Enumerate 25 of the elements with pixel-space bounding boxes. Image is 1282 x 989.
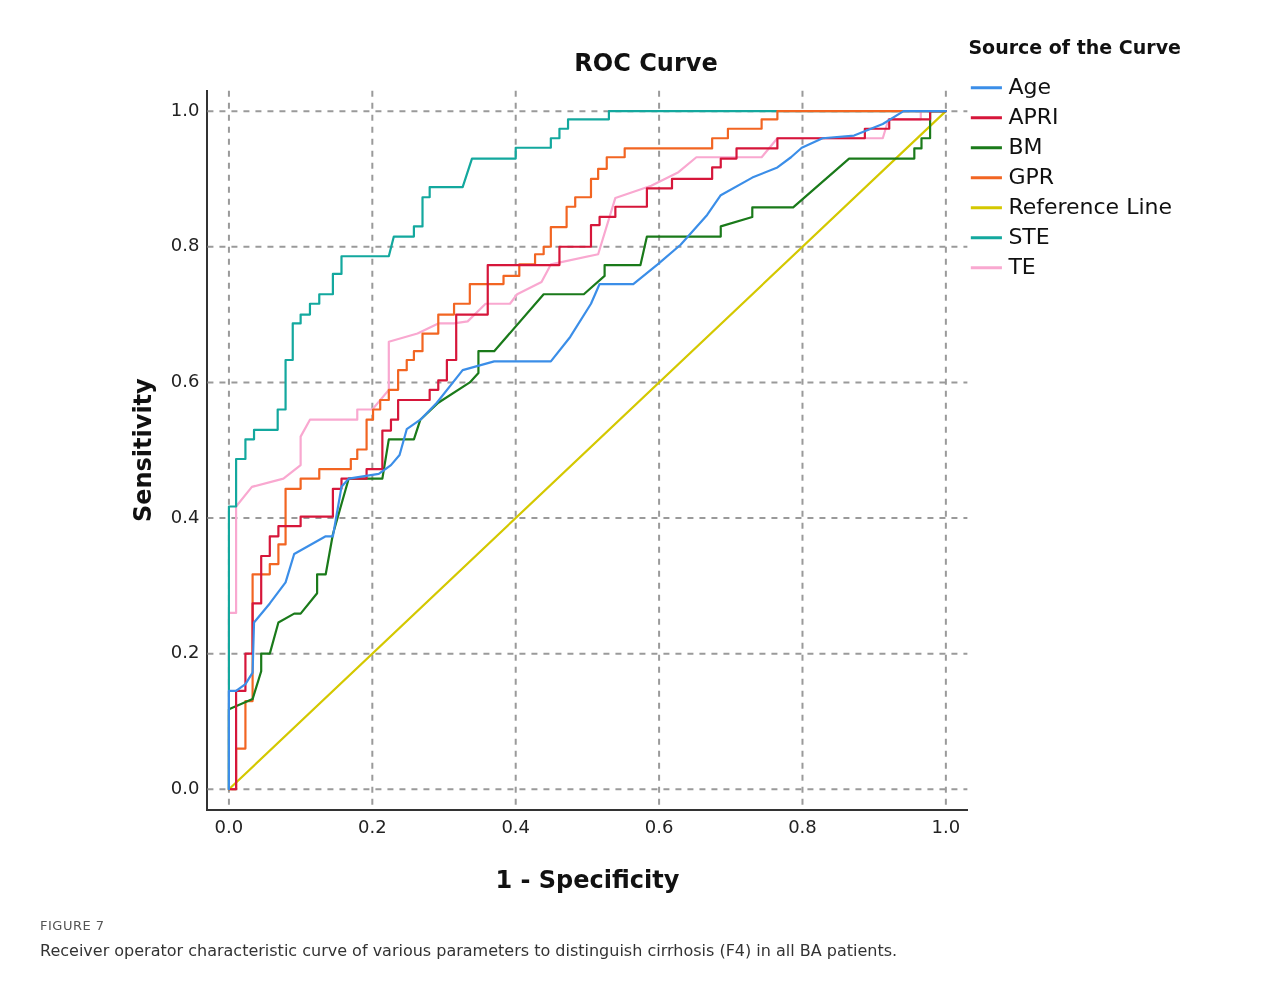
- y-tick-label: 0.4: [170, 505, 200, 527]
- y-tick-label: 0.0: [170, 776, 200, 798]
- legend-label: GPR: [1008, 163, 1054, 189]
- legend-label: STE: [1008, 223, 1050, 249]
- y-tick-label: 1.0: [170, 98, 200, 120]
- legend-label: TE: [1007, 253, 1036, 279]
- x-tick-label: 0.6: [644, 816, 674, 838]
- chart-title: ROC Curve: [574, 48, 718, 77]
- y-tick-label: 0.8: [170, 234, 200, 256]
- x-tick-label: 0.2: [358, 816, 387, 838]
- x-tick-label: 0.8: [788, 816, 817, 838]
- text: Receiver operator characteristic curve of various parameters to distinguish cirrhosis (F4) in all BA patients.: [40, 941, 899, 960]
- x-tick-label: 0.0: [214, 816, 244, 838]
- y-tick-label: 0.2: [170, 641, 200, 663]
- x-tick-label: 1.0: [931, 816, 961, 838]
- x-axis-title: 1 - Specificity: [495, 865, 680, 894]
- legend-title: Source of the Curve: [968, 36, 1181, 59]
- legend-label: Reference Line: [1008, 193, 1172, 219]
- y-axis-title: Sensitivity: [128, 377, 157, 523]
- caption: FIGURE 7: [40, 918, 106, 933]
- x-tick-label: 0.4: [501, 816, 531, 838]
- legend-label: BM: [1008, 133, 1043, 159]
- y-tick-label: 0.6: [170, 370, 200, 392]
- legend-label: Age: [1008, 73, 1051, 99]
- legend-label: APRI: [1008, 103, 1059, 129]
